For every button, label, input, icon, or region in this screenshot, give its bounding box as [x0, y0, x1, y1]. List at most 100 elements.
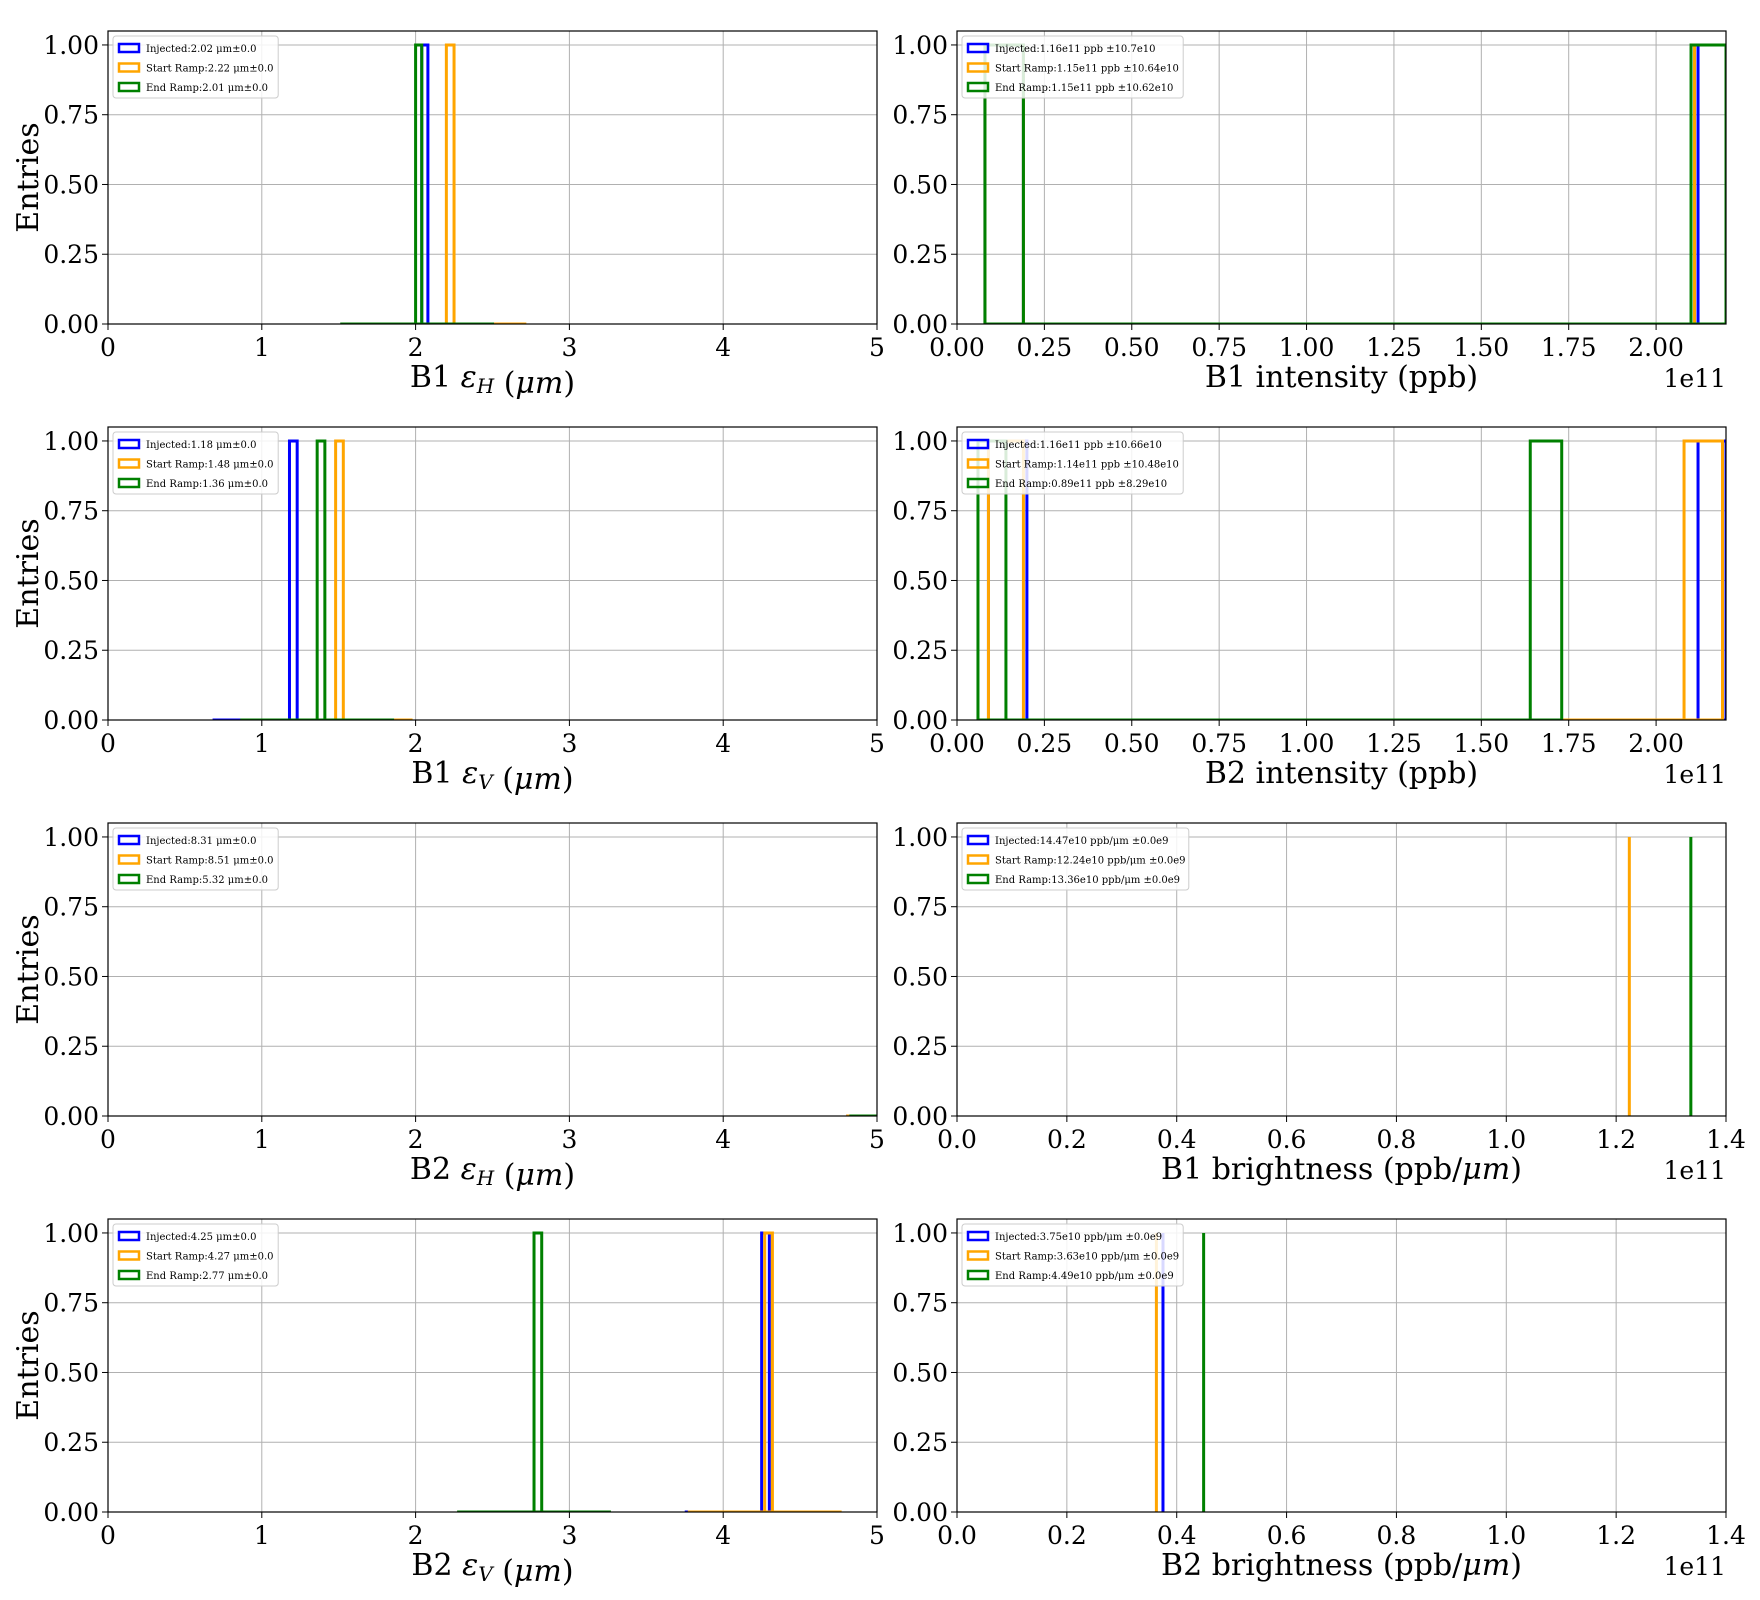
- x-tick-label: 0.00: [929, 333, 985, 362]
- x-tick-label: 1.2: [1596, 1521, 1636, 1550]
- x-tick-label: 1.00: [1279, 729, 1335, 758]
- histogram-bar-start_ramp: [1682, 439, 1725, 720]
- axes-frame: [107, 426, 878, 721]
- legend-swatch-start_ramp: [117, 458, 141, 469]
- y-tick-label: 0.75: [892, 1289, 948, 1318]
- x-tick-label: 1: [254, 1521, 270, 1550]
- x-tick-label: 1.0: [1486, 1125, 1526, 1154]
- y-tick-label: 1.00: [43, 1219, 99, 1248]
- y-tick-label: 0.75: [43, 1289, 99, 1318]
- legend-box: [112, 431, 279, 495]
- legend-entry: Injected:1.16e11 ppb ±10.7e10: [995, 44, 1155, 55]
- y-tick-label: 0.50: [43, 962, 99, 991]
- y-tick-label: 0.25: [43, 1428, 99, 1457]
- panel-b1-eh: 0 1 2 3 4 5 0.00 0.25 0.50 0.75 1.00 B1 εH (μm) Entr…: [11, 30, 885, 401]
- legend-entry: Start Ramp:12.24e10 ppb/μm ±0.0e9: [995, 856, 1186, 867]
- y-axis-label: Entries: [11, 518, 46, 628]
- x-tick-label: 1.0: [1486, 1521, 1526, 1550]
- histogram-bar-injected: [287, 439, 299, 720]
- legend-box: [961, 431, 1184, 495]
- axis-offset-text: 1e11: [1663, 1552, 1726, 1581]
- y-tick-label: 1.00: [892, 1219, 948, 1248]
- legend-entry: Injected:3.75e10 ppb/μm ±0.0e9: [995, 1232, 1162, 1243]
- x-tick-label: 0.25: [1017, 729, 1073, 758]
- legend-swatch-start_ramp: [966, 458, 990, 469]
- legend-swatch-start_ramp: [966, 1250, 990, 1261]
- y-tick-label: 0.25: [892, 636, 948, 665]
- legend-swatch-start_ramp: [117, 1250, 141, 1261]
- legend-swatch-end_ramp: [117, 477, 141, 489]
- x-tick-label: 0.8: [1377, 1125, 1417, 1154]
- legend: Injected:14.47e10 ppb/μm ±0.0e9 Start Ram…: [961, 827, 1190, 891]
- x-tick-label: 3: [561, 1125, 577, 1154]
- panel-b1-brightness: 0.0 0.2 0.4 0.6 0.8 1.0 1.2 1.4 0.00 0.25 0.50 0.75…: [892, 822, 1746, 1187]
- x-tick-label: 1.50: [1453, 729, 1509, 758]
- y-tick-label: 0.50: [892, 566, 948, 595]
- legend-entry: Injected:1.18 μm±0.0: [146, 440, 256, 451]
- histogram-bar-end_ramp: [414, 43, 424, 324]
- axes-frame: [107, 30, 878, 325]
- y-tick-label: 1.00: [892, 31, 948, 60]
- y-tick-label: 0.75: [892, 497, 948, 526]
- legend-swatch-injected: [117, 1230, 141, 1242]
- legend: Injected:1.18 μm±0.0 Start Ramp:1.48 μm±0…: [112, 431, 279, 495]
- x-tick-label: 0.2: [1047, 1521, 1087, 1550]
- y-tick-label: 0.50: [43, 170, 99, 199]
- y-tick-label: 0.00: [892, 1498, 948, 1527]
- y-tick-label: 1.00: [43, 427, 99, 456]
- y-tick-label: 0.00: [892, 310, 948, 339]
- y-axis-label: Entries: [11, 122, 46, 232]
- y-tick-label: 0.00: [43, 1498, 99, 1527]
- histogram-bar-end_ramp: [315, 439, 327, 720]
- y-axis-label: Entries: [11, 1310, 46, 1420]
- x-tick-label: 1.00: [1279, 333, 1335, 362]
- legend-swatch-end_ramp: [117, 81, 141, 93]
- x-tick-label: 1.25: [1366, 729, 1422, 758]
- legend-box: [112, 1223, 279, 1287]
- x-tick-label: 4: [715, 333, 731, 362]
- legend-entry: Injected:8.31 μm±0.0: [146, 836, 256, 847]
- y-tick-label: 0.25: [43, 240, 99, 269]
- legend-entry: Start Ramp:1.14e11 ppb ±10.48e10: [995, 460, 1179, 471]
- panel-b2-intensity: 0.00 0.25 0.50 0.75 1.00 1.25 1.50 1.75 2.00 0.00…: [892, 426, 1727, 791]
- legend-swatch-start_ramp: [966, 62, 990, 73]
- axes-frame: [956, 30, 1727, 325]
- y-tick-label: 0.25: [43, 636, 99, 665]
- y-tick-label: 0.50: [43, 566, 99, 595]
- x-tick-label: 3: [561, 333, 577, 362]
- legend-entry: Start Ramp:1.15e11 ppb ±10.64e10: [995, 64, 1179, 75]
- legend-entry: Start Ramp:4.27 μm±0.0: [146, 1252, 274, 1263]
- panel-b1-ev: 0 1 2 3 4 5 0.00 0.25 0.50 0.75 1.00 B1 εV (μm) Entr…: [11, 426, 885, 797]
- tick-group: 0.00 0.25 0.50 0.75 1.00 1.25 1.50 1.75 2.00 0.00…: [892, 427, 1684, 758]
- x-tick-label: 3: [561, 1521, 577, 1550]
- legend-swatch-injected: [966, 438, 990, 450]
- y-tick-label: 1.00: [892, 823, 948, 852]
- legend-swatch-injected: [966, 42, 990, 54]
- y-tick-label: 0.25: [892, 240, 948, 269]
- legend-entry: Injected:1.16e11 ppb ±10.66e10: [995, 440, 1162, 451]
- legend-box: [961, 35, 1184, 99]
- x-tick-label: 0: [100, 333, 116, 362]
- x-axis-label: B1 intensity (ppb): [1205, 360, 1478, 395]
- x-tick-label: 0: [100, 729, 116, 758]
- histogram-bar-start_ramp: [334, 439, 345, 720]
- x-tick-label: 2.00: [1628, 729, 1684, 758]
- x-axis-label: B1 brightness (ppb/μm): [1161, 1152, 1522, 1187]
- x-tick-label: 4: [715, 1125, 731, 1154]
- x-tick-label: 2: [408, 729, 424, 758]
- x-tick-label: 2.00: [1628, 333, 1684, 362]
- histogram-bar-end_ramp: [1689, 43, 1726, 324]
- axes-frame: [956, 426, 1727, 721]
- y-tick-label: 0.75: [892, 101, 948, 130]
- legend: Injected:1.16e11 ppb ±10.66e10 Start Ramp…: [961, 431, 1184, 495]
- legend: Injected:1.16e11 ppb ±10.7e10 Start Ramp:…: [961, 35, 1184, 99]
- legend-entry: Injected:14.47e10 ppb/μm ±0.0e9: [995, 836, 1168, 847]
- x-tick-label: 0.0: [937, 1125, 977, 1154]
- x-tick-label: 0.50: [1104, 333, 1160, 362]
- x-tick-label: 1.75: [1541, 729, 1597, 758]
- panel-b2-brightness: 0.0 0.2 0.4 0.6 0.8 1.0 1.2 1.4 0.00 0.25 0.50 0.75…: [892, 1218, 1746, 1583]
- axes-frame: [956, 1218, 1727, 1513]
- x-tick-label: 0.2: [1047, 1125, 1087, 1154]
- y-tick-label: 0.50: [43, 1358, 99, 1387]
